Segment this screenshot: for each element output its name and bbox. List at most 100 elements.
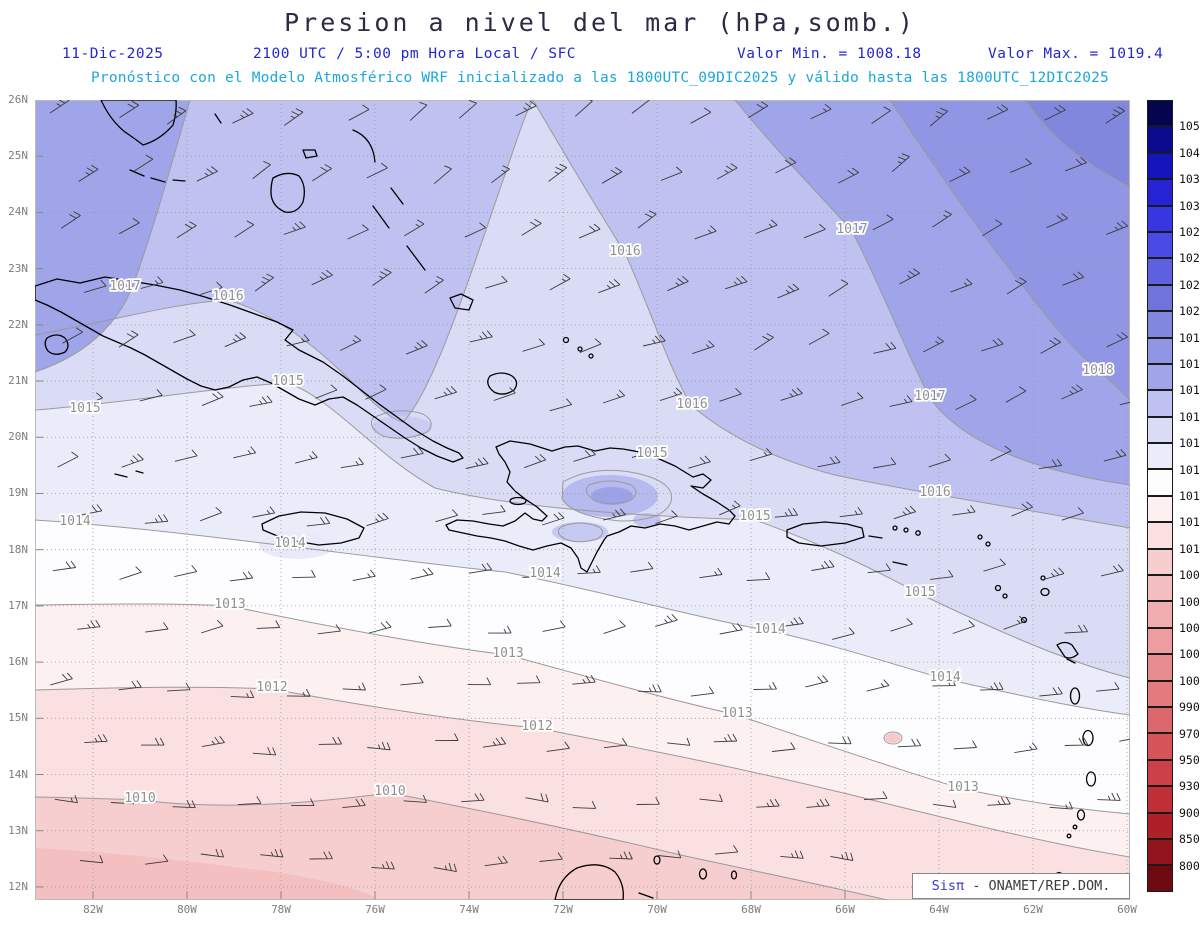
wind-barb: [952, 620, 975, 634]
wind-barb: [311, 269, 333, 286]
colorbar-tick-label: 1022: [1179, 277, 1200, 292]
wind-barb: [522, 569, 546, 578]
lon-tick-label: 68W: [741, 903, 761, 916]
wind-barb: [283, 221, 306, 235]
wind-barb: [81, 392, 103, 408]
coast-bonaire: [730, 870, 738, 880]
wind-barb: [283, 108, 304, 126]
wind-barb: [932, 678, 956, 687]
coast-cuba: [35, 276, 464, 463]
wind-barb: [172, 800, 196, 809]
wind-barb: [366, 512, 389, 527]
wind-barb: [78, 164, 99, 182]
colorbar-cell: [1147, 179, 1173, 206]
wind-barb: [725, 275, 748, 290]
coast-florida-keys: [129, 113, 222, 183]
wind-barb: [230, 690, 255, 699]
lat-tick-label: 20N: [8, 430, 28, 444]
coast-isla-juventud: [44, 334, 69, 355]
wind-barb: [367, 741, 391, 751]
wind-barb: [953, 740, 977, 750]
wind-barb: [987, 796, 1011, 806]
wind-barb: [52, 560, 77, 572]
colorbar-tick-label: 1008: [1179, 568, 1200, 583]
wind-barb: [403, 794, 427, 803]
wind-barb: [522, 338, 545, 352]
lon-tick-label: 72W: [553, 903, 573, 916]
wind-barb: [780, 850, 804, 859]
coast-hispaniola: [445, 440, 736, 573]
isobar-value-label: 1014: [754, 622, 785, 637]
wind-barb: [1040, 337, 1061, 354]
wind-barb: [806, 798, 830, 808]
wind-barb: [50, 672, 73, 686]
wind-barb: [315, 384, 338, 399]
wind-barb: [485, 275, 508, 289]
lat-tick-label: 26N: [8, 93, 28, 106]
wind-barb: [949, 166, 971, 183]
wind-barb: [642, 334, 666, 347]
isobar-value-label: 1016: [676, 397, 707, 412]
wind-barb: [468, 562, 493, 574]
colorbar-cell: [1147, 205, 1173, 232]
wind-barb: [657, 850, 682, 859]
wind-barb: [1006, 277, 1027, 295]
colorbar-cell: [1147, 363, 1173, 391]
colorbar-cell: [1147, 284, 1173, 312]
colorbar-cell: [1147, 443, 1173, 470]
wind-barb: [575, 100, 593, 117]
lon-tick-label: 76W: [365, 903, 385, 916]
coast-great-inagua: [487, 372, 518, 395]
wind-barb: [366, 162, 388, 179]
wind-barb: [873, 457, 897, 469]
wind-barb: [899, 268, 921, 285]
wind-barb: [577, 565, 601, 575]
wind-barb: [467, 677, 492, 686]
wind-barb: [144, 514, 169, 524]
wind-barb: [348, 104, 370, 121]
wind-barb: [714, 844, 739, 855]
isobar-value-label: 1013: [947, 780, 978, 795]
wind-barb: [295, 451, 318, 464]
wind-barb: [434, 386, 458, 400]
wind-barb: [174, 449, 198, 462]
wind-barb: [1005, 386, 1027, 403]
wind-barb: [252, 747, 277, 756]
wind-barb: [598, 278, 621, 294]
wind-barb: [1038, 458, 1063, 470]
wind-barb: [841, 392, 864, 406]
wind-barb: [435, 733, 459, 741]
lon-tick-label: 80W: [177, 903, 197, 916]
colorbar-tick-label: 1020: [1179, 304, 1200, 319]
wind-barb: [61, 211, 81, 229]
wind-barb: [482, 737, 507, 748]
isobar-value-label: 1014: [929, 670, 960, 685]
wind-barb: [828, 736, 852, 745]
isobar-value-label: 1012: [256, 680, 287, 695]
wind-barb: [549, 398, 573, 412]
colorbar: [1147, 100, 1173, 892]
wind-barb: [690, 107, 712, 124]
wind-barb: [410, 567, 434, 580]
wind-barb: [79, 855, 104, 864]
colorbar-cell: [1147, 100, 1173, 127]
wind-barb: [832, 627, 855, 640]
lat-tick-label: 22N: [8, 317, 28, 331]
wind-barb: [1119, 401, 1130, 406]
wind-barb: [808, 328, 830, 345]
wind-barb: [493, 387, 516, 401]
wind-barb: [638, 684, 662, 693]
chart-title: Presion a nivel del mar (hPa,somb.): [284, 8, 916, 37]
wind-barb: [118, 680, 142, 691]
wind-barb: [409, 101, 428, 121]
wind-barb: [196, 166, 218, 182]
wind-barb: [200, 848, 225, 858]
wind-barb: [459, 100, 477, 119]
wind-barb: [1106, 331, 1128, 348]
wind-barb: [893, 505, 917, 520]
coast-martinique: [1082, 729, 1094, 747]
wind-barb: [837, 167, 859, 184]
wind-barb: [249, 395, 273, 407]
wind-barb: [1097, 792, 1121, 801]
wind-barb: [119, 566, 142, 580]
